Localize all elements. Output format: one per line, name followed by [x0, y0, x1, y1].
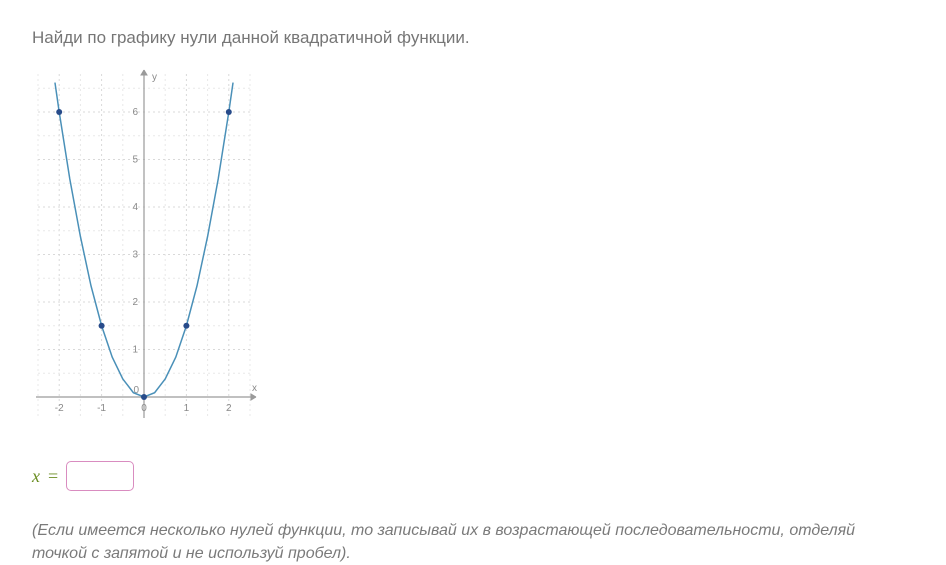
- svg-text:1: 1: [184, 403, 190, 414]
- parabola-chart: yx-2-10120123456: [32, 66, 264, 438]
- svg-text:0: 0: [141, 403, 147, 414]
- svg-text:4: 4: [132, 202, 138, 213]
- answer-equals: =: [48, 466, 58, 487]
- svg-text:y: y: [152, 72, 157, 83]
- chart-container: yx-2-10120123456: [32, 66, 914, 443]
- svg-text:-2: -2: [55, 403, 64, 414]
- hint-text: (Если имеется несколько нулей функции, т…: [32, 519, 914, 565]
- svg-text:1: 1: [132, 345, 138, 356]
- answer-row: x =: [32, 461, 914, 491]
- svg-text:3: 3: [132, 250, 138, 261]
- answer-input[interactable]: [66, 461, 134, 491]
- svg-text:6: 6: [132, 107, 138, 118]
- svg-text:2: 2: [226, 403, 232, 414]
- svg-text:-1: -1: [97, 403, 106, 414]
- question-text: Найди по графику нули данной квадратично…: [32, 28, 914, 48]
- svg-text:x: x: [252, 383, 257, 394]
- svg-text:2: 2: [132, 297, 138, 308]
- answer-variable: x: [32, 466, 40, 487]
- exercise-page: Найди по графику нули данной квадратично…: [0, 0, 946, 565]
- svg-text:5: 5: [132, 155, 138, 166]
